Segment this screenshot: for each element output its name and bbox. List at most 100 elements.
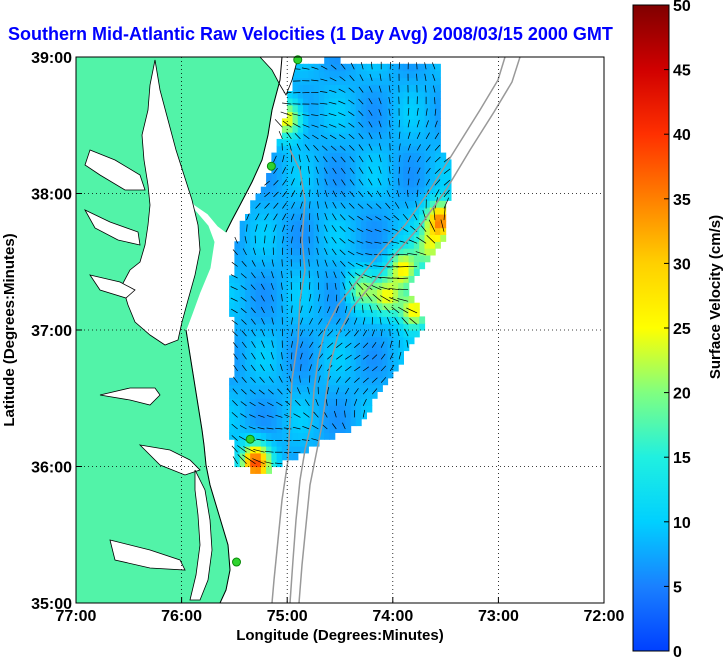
velocity-cell — [382, 371, 389, 379]
velocity-cell — [287, 214, 294, 222]
velocity-cell — [281, 384, 288, 392]
velocity-cell — [408, 220, 415, 229]
velocity-cell — [355, 193, 362, 201]
velocity-vector — [255, 202, 261, 209]
velocity-cell — [318, 302, 325, 311]
velocity-cell — [292, 132, 299, 140]
velocity-cell — [366, 391, 373, 399]
velocity-vector — [396, 328, 400, 337]
velocity-cell — [413, 261, 420, 270]
velocity-cell — [340, 98, 346, 106]
velocity-cell — [308, 125, 315, 133]
velocity-cell — [324, 193, 331, 201]
velocity-cell — [308, 432, 315, 440]
velocity-vector — [358, 98, 364, 105]
velocity-cell — [435, 111, 441, 119]
velocity-vector — [231, 308, 238, 314]
velocity-cell — [371, 364, 378, 372]
velocity-cell — [303, 145, 309, 154]
velocity-cell — [308, 241, 315, 249]
velocity-cell — [366, 186, 373, 195]
velocity-cell — [340, 193, 346, 201]
velocity-cell — [408, 104, 415, 113]
velocity-cell — [413, 254, 420, 263]
velocity-vector — [231, 423, 238, 430]
velocity-cell — [398, 98, 404, 106]
velocity-vector — [443, 156, 451, 163]
velocity-cell — [297, 145, 304, 154]
velocity-cell — [318, 193, 325, 201]
velocity-cell — [292, 145, 299, 154]
velocity-cell — [255, 418, 262, 427]
velocity-cell — [287, 152, 294, 160]
velocity-cell — [403, 70, 410, 79]
velocity-cell — [324, 111, 331, 119]
velocity-cell — [266, 275, 272, 283]
velocity-cell — [308, 398, 315, 406]
velocity-cell — [329, 111, 336, 119]
velocity-cell — [329, 132, 336, 140]
velocity-cell — [377, 214, 383, 222]
velocity-cell — [355, 336, 362, 345]
velocity-cell — [340, 384, 346, 392]
velocity-cell — [324, 132, 331, 140]
velocity-cell — [245, 391, 251, 399]
velocity-cell — [419, 91, 426, 99]
velocity-cell — [350, 84, 357, 92]
velocity-cell — [303, 125, 309, 133]
velocity-cell — [281, 446, 288, 454]
velocity-vector — [264, 235, 266, 244]
velocity-vector — [318, 330, 324, 337]
velocity-vector — [362, 398, 367, 406]
velocity-cell — [408, 186, 415, 195]
velocity-cell — [350, 384, 357, 392]
velocity-cell — [250, 411, 257, 420]
velocity-cell — [350, 98, 357, 106]
velocity-vector — [311, 124, 319, 128]
velocity-vector — [303, 134, 310, 140]
velocity-vector — [264, 213, 269, 221]
velocity-cell — [281, 138, 288, 147]
velocity-cell — [334, 261, 341, 270]
velocity-cell — [361, 166, 367, 174]
velocity-vector — [345, 366, 352, 372]
velocity-cell — [239, 282, 246, 290]
velocity-cell — [245, 336, 251, 345]
velocity-cell — [271, 275, 278, 283]
velocity-cell — [318, 98, 325, 106]
velocity-cell — [445, 193, 452, 201]
velocity-vector — [360, 62, 364, 70]
velocity-cell — [281, 350, 288, 358]
velocity-cell — [287, 193, 294, 201]
velocity-vector — [282, 190, 288, 198]
velocity-cell — [413, 309, 420, 317]
velocity-cell — [281, 330, 288, 338]
velocity-vector — [378, 120, 382, 128]
velocity-cell — [303, 214, 309, 222]
velocity-cell — [250, 398, 257, 406]
velocity-cell — [318, 405, 325, 413]
velocity-cell — [403, 227, 410, 235]
velocity-cell — [371, 343, 378, 352]
velocity-cell — [292, 261, 299, 270]
velocity-cell — [350, 336, 357, 345]
velocity-cell — [361, 152, 367, 160]
velocity-cell — [292, 432, 299, 440]
velocity-cell — [313, 234, 320, 242]
velocity-cell — [361, 241, 367, 249]
velocity-cell — [303, 241, 309, 249]
velocity-cell — [239, 220, 246, 229]
velocity-cell — [366, 125, 373, 133]
velocity-cell — [403, 138, 410, 147]
velocity-cell — [313, 357, 320, 365]
velocity-cell — [287, 391, 294, 399]
velocity-vector — [298, 154, 301, 163]
velocity-cell — [361, 254, 367, 263]
velocity-cell — [239, 275, 246, 283]
velocity-cell — [281, 166, 288, 174]
velocity-cell — [387, 193, 394, 201]
velocity-cell — [408, 98, 415, 106]
velocity-cell — [334, 207, 341, 215]
velocity-vector — [264, 224, 268, 232]
velocity-cell — [361, 118, 367, 126]
